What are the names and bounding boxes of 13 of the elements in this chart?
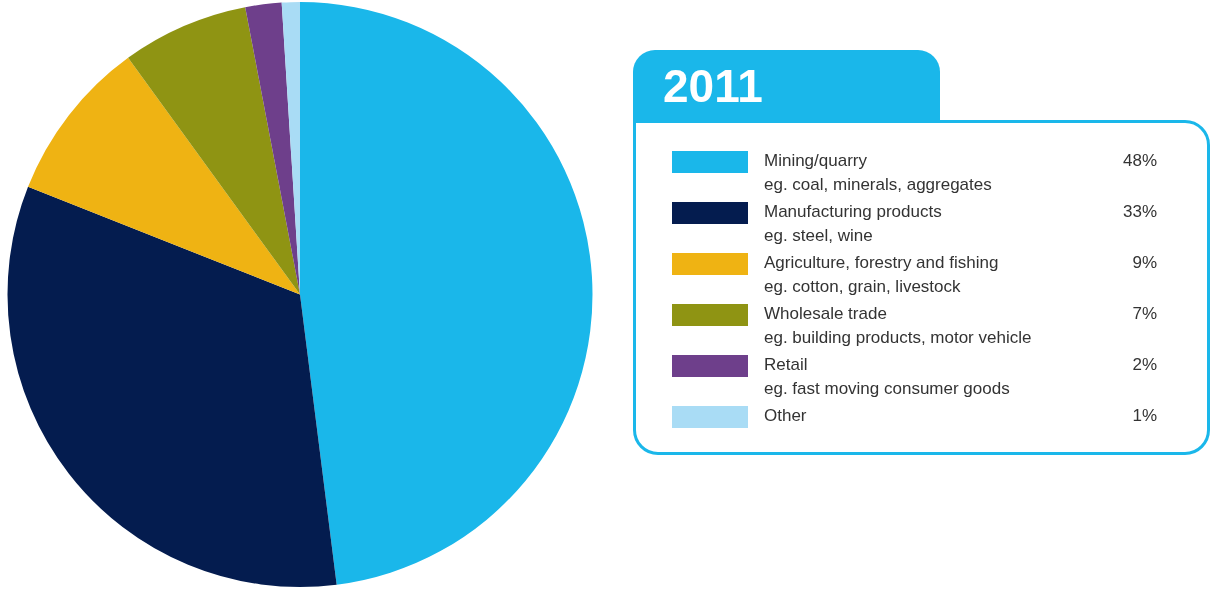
data-label: 33% xyxy=(1122,201,1157,223)
legend-label: Mining/quarry eg. coal, minerals, aggregates xyxy=(764,150,993,196)
data-label: 1% xyxy=(1132,405,1157,427)
data-label: 9% xyxy=(1132,252,1157,274)
legend-label: Manufacturing products eg. steel, wine xyxy=(764,201,943,247)
legend-label: Retail eg. fast moving consumer goods xyxy=(764,354,1011,400)
data-label: 48% xyxy=(1122,150,1157,172)
legend-title: 2011 xyxy=(633,50,940,122)
data-label: 7% xyxy=(1132,303,1157,325)
legend-label: Agriculture, forestry and fishing eg. cotton, grain, livestock xyxy=(764,252,1000,298)
data-label: 2% xyxy=(1132,354,1157,376)
legend-label: Wholesale trade eg. building products, motor vehicle xyxy=(764,303,1033,349)
legend-label: Other xyxy=(764,405,808,427)
